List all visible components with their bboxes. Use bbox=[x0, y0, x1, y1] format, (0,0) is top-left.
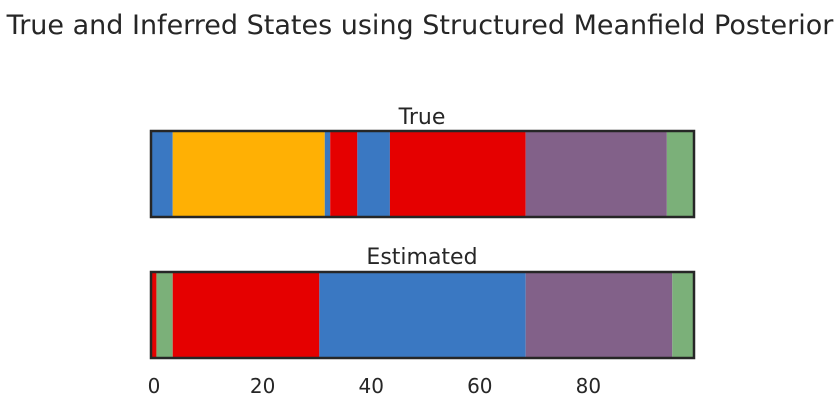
x-tick-label-4: 80 bbox=[576, 374, 601, 398]
state-segment-1-2 bbox=[172, 272, 320, 358]
x-tick-label-0: 0 bbox=[148, 374, 161, 398]
x-tick-label-2: 40 bbox=[358, 374, 383, 398]
x-axis-ticks: 0 20 40 60 80 bbox=[148, 374, 601, 398]
state-segment-1-0 bbox=[151, 272, 157, 358]
panel-estimated-frame bbox=[149, 270, 696, 360]
state-segment-0-1 bbox=[172, 131, 325, 217]
chart-title: True and Inferred States using Structure… bbox=[6, 10, 835, 41]
state-segment-1-5 bbox=[672, 272, 694, 358]
state-segment-1-1 bbox=[156, 272, 173, 358]
state-segment-0-0 bbox=[151, 131, 173, 217]
state-segment-0-7 bbox=[666, 131, 694, 217]
panel-title-estimated: Estimated bbox=[366, 245, 477, 270]
panel-true-frame bbox=[149, 129, 696, 219]
x-tick-label-1: 20 bbox=[250, 374, 275, 398]
panel-title-true: True bbox=[398, 105, 446, 130]
state-segment-0-5 bbox=[389, 131, 526, 217]
state-segment-0-2 bbox=[324, 131, 331, 217]
panel-estimated bbox=[151, 272, 694, 358]
panel-true bbox=[151, 131, 694, 217]
state-segment-0-3 bbox=[330, 131, 358, 217]
state-segment-0-6 bbox=[525, 131, 667, 217]
state-segment-0-4 bbox=[357, 131, 390, 217]
state-segment-1-4 bbox=[525, 272, 673, 358]
state-segment-1-3 bbox=[319, 272, 526, 358]
x-tick-label-3: 60 bbox=[467, 374, 492, 398]
